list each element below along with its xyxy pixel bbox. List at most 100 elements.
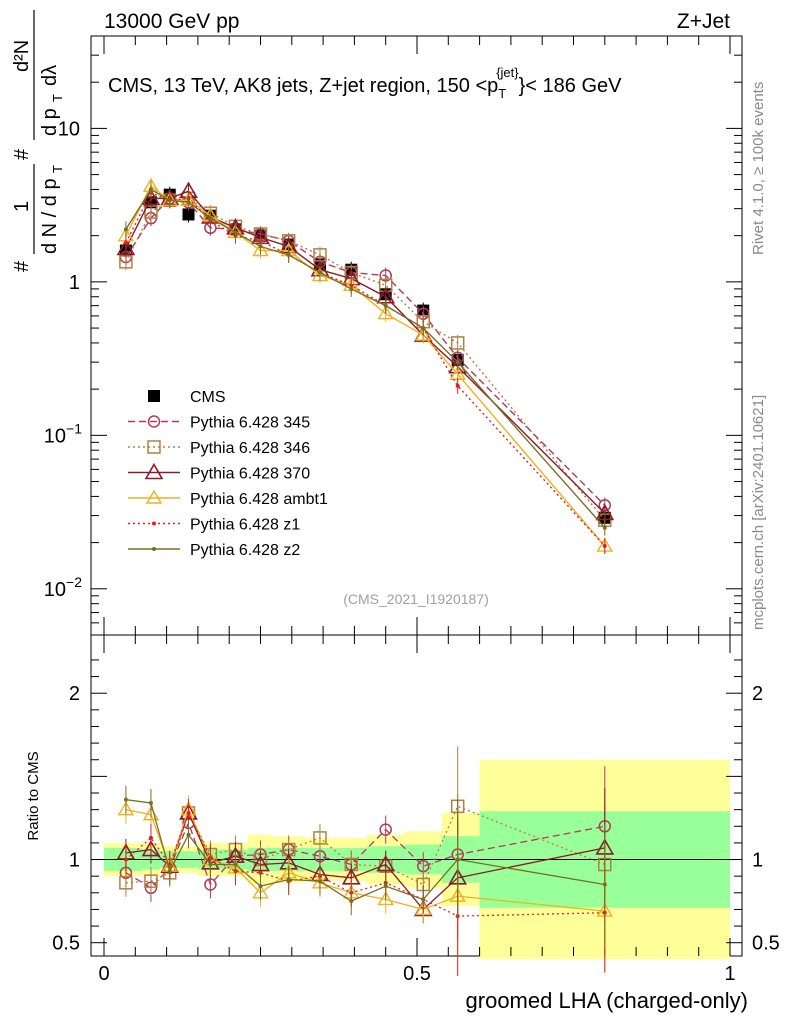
x-tick-label: 0 bbox=[98, 963, 109, 985]
x-tick-label: 0.5 bbox=[403, 963, 431, 985]
data-point bbox=[167, 198, 172, 203]
ratio-point bbox=[317, 879, 322, 884]
data-point bbox=[602, 544, 607, 549]
legend-label: Pythia 6.428 ambt1 bbox=[190, 491, 328, 508]
ylabel-hash2: # bbox=[11, 148, 33, 160]
data-point bbox=[208, 216, 213, 221]
data-point bbox=[286, 252, 291, 257]
data-point bbox=[148, 187, 153, 192]
ratio-line bbox=[125, 821, 605, 889]
data-point bbox=[455, 383, 460, 388]
ratio-point bbox=[144, 874, 158, 888]
tick-exponent: −2 bbox=[66, 574, 82, 590]
data-point bbox=[377, 305, 394, 320]
header-left: 13000 GeV pp bbox=[104, 10, 239, 33]
rivet-label: Rivet 4.1.0, ≥ 100k events bbox=[750, 82, 767, 255]
data-point bbox=[455, 360, 460, 365]
data-point bbox=[258, 244, 263, 249]
ratio-ylabel: Ratio to CMS bbox=[25, 751, 42, 840]
main-title: CMS, 13 TeV, AK8 jets, Z+jet region, 150… bbox=[108, 65, 622, 101]
ratio-series bbox=[116, 746, 615, 977]
ylabel-one: 1 bbox=[11, 201, 33, 212]
ratio-y-tick-label: 0.5 bbox=[52, 933, 80, 955]
data-point bbox=[123, 240, 128, 245]
title-suffix: }< 186 GeV bbox=[519, 75, 623, 97]
data-point bbox=[141, 188, 161, 206]
legend-label: Pythia 6.428 345 bbox=[190, 415, 310, 432]
ratio-point bbox=[148, 835, 153, 840]
data-point bbox=[252, 242, 269, 257]
watermark: (CMS_2021_I1920187) bbox=[343, 591, 489, 607]
ratio-point bbox=[258, 884, 263, 889]
ratio-point bbox=[204, 878, 217, 891]
ratio-point bbox=[117, 801, 135, 816]
ratio-point bbox=[148, 800, 153, 805]
legend-label: Pythia 6.428 346 bbox=[190, 440, 310, 457]
data-point bbox=[450, 336, 465, 350]
ratio-point bbox=[602, 882, 607, 887]
data-point bbox=[182, 208, 195, 221]
data-point bbox=[233, 230, 238, 235]
tick-base: 10 bbox=[44, 425, 66, 447]
main-y-tick-label: 1 bbox=[69, 272, 80, 294]
ratio-point bbox=[123, 857, 128, 862]
legend-marker bbox=[152, 521, 156, 526]
ylabel-dN: d N / d p bbox=[39, 178, 61, 254]
ylabel-T2: T bbox=[50, 94, 65, 102]
ratio-point bbox=[167, 869, 172, 874]
ylabel-T1: T bbox=[50, 165, 65, 173]
ratio-point bbox=[208, 862, 213, 867]
data-point bbox=[383, 303, 388, 308]
ylabel-hash: # bbox=[11, 260, 33, 272]
main-y-tick-label: 10 bbox=[58, 118, 80, 140]
legend-marker bbox=[145, 489, 163, 504]
series-line bbox=[125, 197, 606, 506]
title-sub: T bbox=[498, 86, 506, 101]
legend-marker bbox=[147, 440, 161, 454]
ratio-line bbox=[125, 799, 605, 902]
data-point bbox=[317, 270, 322, 275]
legend-label: Pythia 6.428 z1 bbox=[190, 517, 300, 534]
ratio-y-tick-label: 1 bbox=[69, 850, 80, 872]
main-y-tick-label: 10−1 bbox=[44, 420, 82, 447]
ratio-point bbox=[377, 891, 394, 906]
ratio-y-tick-label: 2 bbox=[69, 683, 80, 705]
data-point bbox=[123, 227, 128, 232]
tick-base: 10 bbox=[44, 579, 66, 601]
ylabel-dpT: d p bbox=[39, 108, 61, 136]
ratio-point bbox=[186, 810, 191, 815]
title-sup: {jet} bbox=[496, 65, 519, 80]
ratio-point bbox=[119, 876, 133, 890]
ratio-point bbox=[349, 899, 354, 904]
data-point bbox=[349, 286, 354, 291]
ratio-point bbox=[186, 832, 191, 837]
ratio-y-tick-label-right: 2 bbox=[752, 683, 763, 705]
ratio-point bbox=[141, 839, 161, 857]
ylabel-d2N: d²N bbox=[11, 40, 33, 72]
x-axis-label: groomed LHA (charged-only) bbox=[466, 988, 748, 1013]
header-right: Z+Jet bbox=[677, 10, 730, 33]
main-ylabel: # 1 d N / d p T # d²N d p T dλ bbox=[11, 10, 65, 272]
data-point bbox=[116, 238, 136, 256]
x-tick-label: 1 bbox=[724, 963, 735, 985]
legend-marker bbox=[152, 547, 156, 551]
legend-marker bbox=[144, 462, 164, 480]
data-point bbox=[421, 326, 426, 331]
mcplots-label: mcplots.cern.ch [arXiv:2401.10621] bbox=[750, 395, 767, 630]
data-point bbox=[415, 326, 432, 341]
data-point bbox=[186, 200, 191, 205]
data-point bbox=[602, 525, 607, 530]
legend: CMS Pythia 6.428 345 Pythia 6.428 346 Pythi… bbox=[128, 389, 328, 559]
ratio-point bbox=[379, 823, 392, 836]
ratio-y-tick-label-right: 1 bbox=[752, 850, 763, 872]
ratio-point bbox=[286, 877, 291, 882]
data-point bbox=[595, 503, 615, 521]
ratio-point bbox=[123, 797, 128, 802]
ratio-point bbox=[383, 884, 388, 889]
main-frame bbox=[90, 35, 743, 636]
main-series bbox=[116, 177, 615, 555]
series-line bbox=[125, 188, 606, 529]
main-panel: CMS, 13 TeV, AK8 jets, Z+jet region, 150… bbox=[90, 35, 743, 636]
